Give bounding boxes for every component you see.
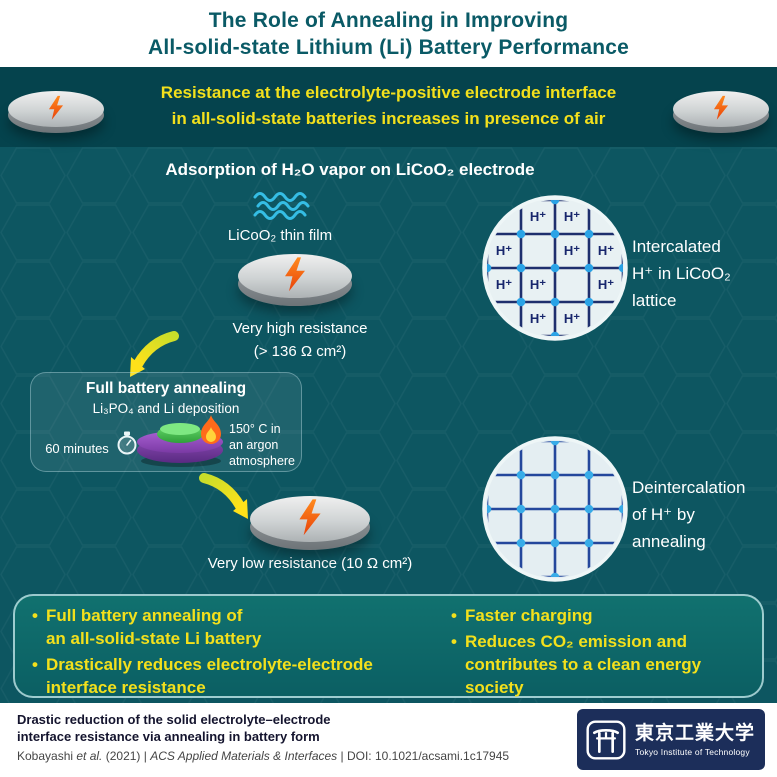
problem-line1: Resistance at the electrolyte-positive e… [160, 83, 617, 102]
benefit-item: • Faster charging [451, 606, 593, 625]
deposition-label: Li₃PO₄ and Li deposition [92, 401, 240, 416]
torii-icon [586, 719, 626, 760]
bullet-icon: • [32, 606, 38, 625]
bullet-icon: • [451, 606, 457, 625]
h-plus-label: H⁺ [564, 209, 580, 224]
thin-film-label: LiCoO₂ thin film [227, 227, 333, 244]
deintercalated-label: Deintercalation of H⁺ by annealing [632, 478, 746, 551]
stopwatch-icon [117, 431, 137, 455]
intercalated-label: Intercalated H⁺ in LiCoO₂ lattice [632, 237, 731, 310]
lightning-icon [299, 499, 321, 536]
vapor-waves-icon [253, 192, 310, 220]
problem-line2: in all-solid-state batteries increases i… [171, 109, 606, 128]
page-title-line2: All-solid-state Lithium (Li) Battery Per… [147, 35, 629, 59]
duration-label: 60 minutes [45, 441, 109, 456]
annealing-title: Full battery annealing [85, 380, 247, 397]
h-plus-label: H⁺ [598, 277, 614, 292]
citation: Kobayashi et al. (2021) | ACS Applied Ma… [17, 749, 510, 763]
arrow-down-left-icon [130, 331, 179, 377]
annealing-conditions: 150° C in an argon atmosphere [229, 422, 296, 468]
battery-top-highlight [160, 423, 200, 435]
page-title: The Role of Annealing in Improving All-s… [148, 7, 629, 61]
adsorption-title: Adsorption of H₂O vapor on LiCoO₂ electr… [165, 160, 535, 179]
benefit-item: • Full battery annealing of an all-solid… [32, 606, 262, 648]
h-plus-label: H⁺ [564, 243, 580, 258]
tokyo-tech-logo: 東京工業大学 Tokyo Institute of Technology [577, 709, 765, 770]
bullet-icon: • [451, 632, 457, 651]
footer-summary: Drastic reduction of the solid electroly… [17, 712, 331, 744]
h-plus-label: H⁺ [496, 243, 512, 258]
benefit-item: • Reduces CO₂ emission and contributes t… [451, 632, 702, 697]
annealing-box: Full battery annealing Li₃PO₄ and Li dep… [30, 372, 302, 472]
logo-english-name: Tokyo Institute of Technology [635, 746, 750, 757]
electrode-disc-low-resistance [250, 496, 370, 550]
lightning-icon [48, 95, 64, 120]
low-resistance-label: Very low resistance (10 Ω cm²) [207, 555, 413, 572]
summary-panel: • Full battery annealing of an all-solid… [13, 594, 764, 698]
benefit-item: • Drastically reduces electrolyte-electr… [32, 655, 373, 697]
battery-disc-banner-left [8, 91, 104, 133]
h-plus-label: H⁺ [598, 243, 614, 258]
footer: Drastic reduction of the solid electroly… [0, 703, 777, 777]
lightning-icon [285, 257, 305, 292]
logo-japanese-name: 東京工業大学 [635, 722, 756, 744]
arrow-down-right-icon [199, 473, 248, 519]
flame-icon [201, 415, 221, 444]
logo-text: 東京工業大学 Tokyo Institute of Technology [635, 723, 755, 757]
header: The Role of Annealing in Improving All-s… [0, 0, 777, 67]
battery-illustration [135, 415, 231, 471]
summary-left-column: • Full battery annealing of an all-solid… [32, 604, 373, 702]
problem-banner: Resistance at the electrolyte-positive e… [0, 67, 777, 147]
h-plus-label: H⁺ [530, 311, 546, 326]
problem-statement: Resistance at the electrolyte-positive e… [105, 80, 672, 132]
h-plus-label: H⁺ [530, 277, 546, 292]
summary-right-column: • Faster charging • Reduces CO₂ emission… [451, 604, 701, 702]
intercalated-lattice-diagram: H⁺ H⁺ H⁺ H⁺ H⁺ H⁺ H⁺ H⁺ H⁺ H⁺ [482, 195, 628, 341]
high-resistance-label: Very high resistance (> 136 Ω cm²) [185, 317, 415, 363]
page-title-line1: The Role of Annealing in Improving [208, 8, 569, 32]
high-resistance-line2: (> 136 Ω cm²) [253, 343, 347, 360]
battery-disc-banner-right [673, 91, 769, 133]
bullet-icon: • [32, 655, 38, 674]
h-plus-label: H⁺ [530, 209, 546, 224]
high-resistance-line1: Very high resistance [232, 320, 368, 337]
lightning-icon [713, 95, 729, 120]
deintercalated-lattice-diagram [482, 436, 628, 582]
electrode-disc-high-resistance [238, 254, 352, 306]
h-plus-label: H⁺ [564, 311, 580, 326]
h-plus-label: H⁺ [496, 277, 512, 292]
